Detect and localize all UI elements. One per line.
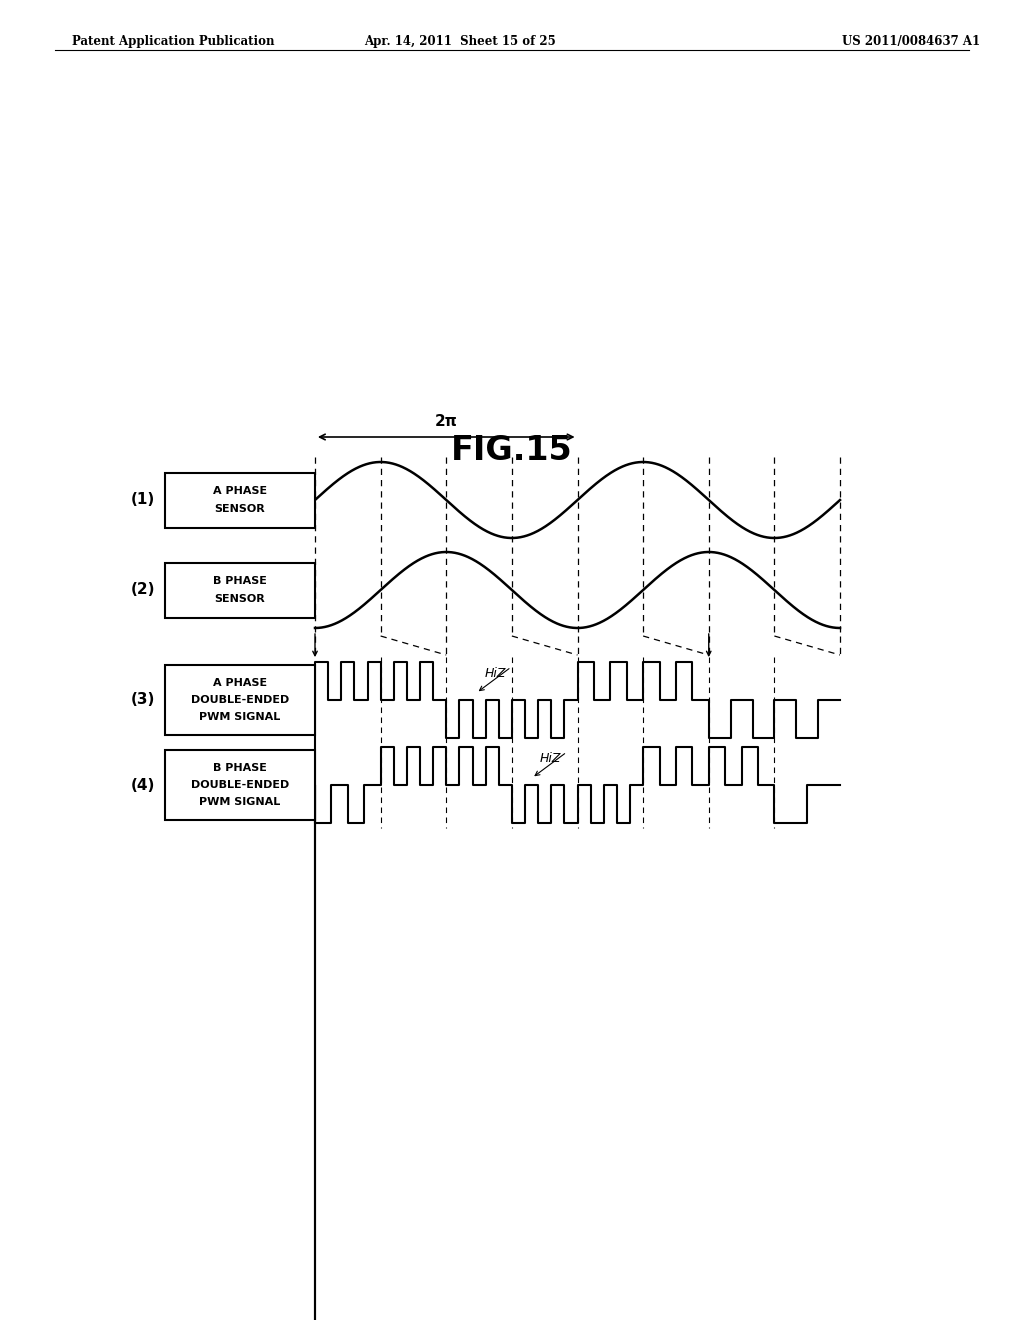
Text: Apr. 14, 2011  Sheet 15 of 25: Apr. 14, 2011 Sheet 15 of 25 [365,36,556,48]
FancyBboxPatch shape [165,473,315,528]
Text: SENSOR: SENSOR [215,504,265,513]
Text: A PHASE: A PHASE [213,678,267,688]
Text: DOUBLE-ENDED: DOUBLE-ENDED [190,780,289,789]
Text: PWM SIGNAL: PWM SIGNAL [200,711,281,722]
Text: PWM SIGNAL: PWM SIGNAL [200,797,281,807]
Text: 2π: 2π [435,414,458,429]
Text: B PHASE: B PHASE [213,576,267,586]
Text: (1): (1) [131,492,155,507]
Text: (4): (4) [131,777,155,792]
FancyBboxPatch shape [165,562,315,618]
Text: B PHASE: B PHASE [213,763,267,774]
Text: HiZ: HiZ [540,752,561,766]
Text: (3): (3) [131,693,155,708]
Text: A PHASE: A PHASE [213,486,267,496]
Text: SENSOR: SENSOR [215,594,265,605]
Text: DOUBLE-ENDED: DOUBLE-ENDED [190,696,289,705]
Text: Patent Application Publication: Patent Application Publication [72,36,274,48]
FancyBboxPatch shape [165,665,315,735]
FancyBboxPatch shape [165,750,315,820]
Text: FIG.15: FIG.15 [452,433,572,466]
Text: HiZ: HiZ [484,667,506,680]
Text: (2): (2) [130,582,155,598]
Text: US 2011/0084637 A1: US 2011/0084637 A1 [842,36,980,48]
